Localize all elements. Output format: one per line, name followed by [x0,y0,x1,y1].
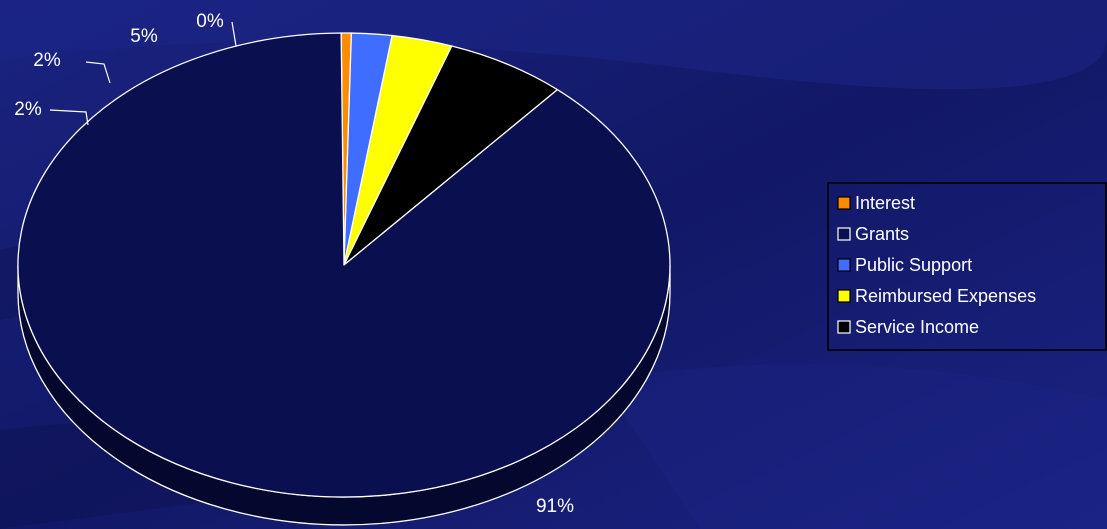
legend-swatch [837,258,851,272]
legend-swatch [837,196,851,210]
legend-swatch [837,289,851,303]
legend-box [827,182,1107,351]
pie-slice-other [17,32,671,498]
pie-label: 2% [14,99,42,120]
legend-label: Interest [855,193,915,213]
legend-swatch [837,320,851,334]
pie-leader-line [49,109,89,126]
pie-label: 91% [536,496,574,517]
pie-label: 0% [196,11,224,32]
pie-slices [17,32,671,498]
legend-label: Grants [855,224,909,244]
legend-label: Public Support [855,255,972,275]
pie-label: 2% [33,50,61,71]
legend: Interest Grants Public Support Reimbursed E… [827,182,1107,351]
legend-label: Reimbursed Expenses [855,286,1036,306]
pie-slice-service-income [343,45,559,266]
pie-leader-line [85,61,111,84]
legend-swatch [837,227,851,241]
pie-labels: 0% 2% 2% 5% 91% [14,11,574,517]
pie-leader-line [231,21,237,47]
pie-label: 5% [130,26,158,47]
legend-label: Service Income [855,317,979,337]
